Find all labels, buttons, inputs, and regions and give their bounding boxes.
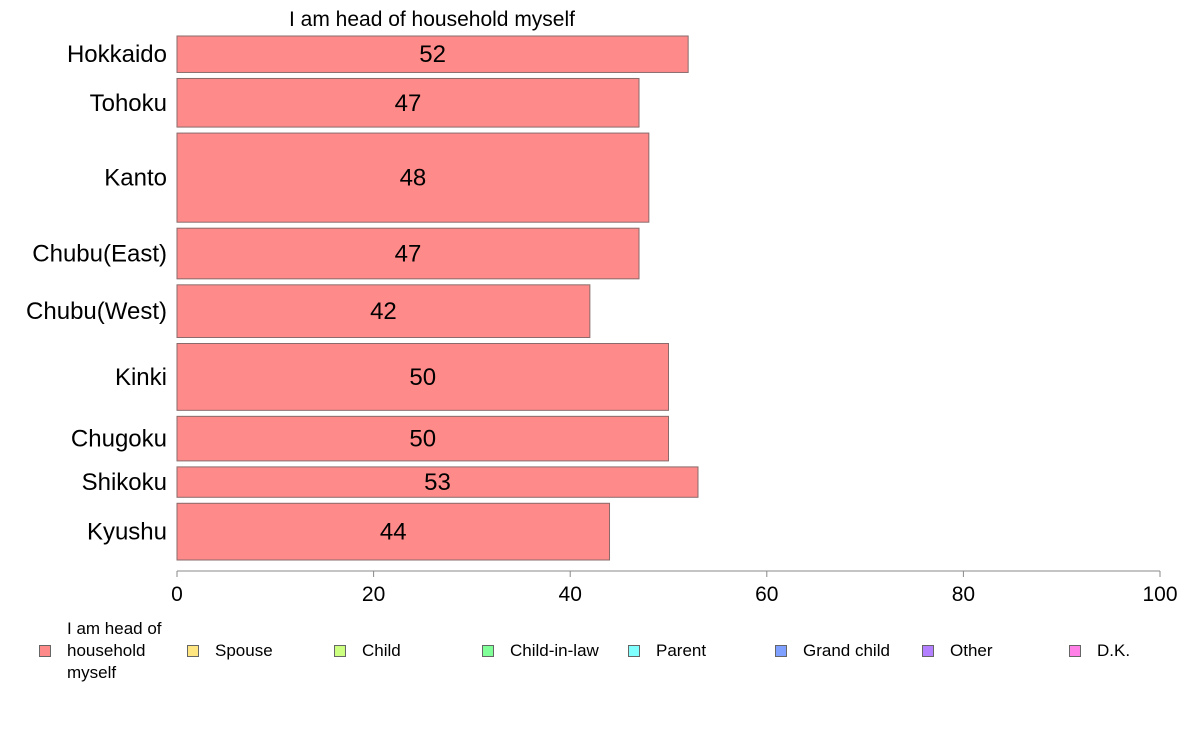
x-tick-label: 20	[362, 583, 385, 606]
data-label: 50	[409, 426, 436, 453]
x-tick-label: 80	[952, 583, 975, 606]
legend-item: D.K.	[1069, 618, 1130, 684]
legend-swatch	[39, 645, 51, 657]
bar-hokkaido	[176, 35, 689, 73]
bar-kinki	[176, 342, 669, 411]
legend-label: Child-in-law	[510, 641, 599, 660]
legend-swatch	[628, 645, 640, 657]
legend-item: Spouse	[187, 618, 273, 684]
legend-label: Parent	[656, 641, 707, 660]
data-label: 50	[409, 364, 436, 391]
legend-item: Other	[922, 618, 993, 684]
data-label: 47	[395, 241, 422, 268]
legend-swatch	[1069, 645, 1081, 657]
bar-shikoku	[176, 466, 699, 498]
data-label: 44	[380, 519, 407, 546]
x-tick-label: 40	[559, 583, 582, 606]
data-label: 47	[395, 90, 422, 117]
bar-kanto	[176, 132, 650, 223]
data-label: 48	[400, 165, 427, 192]
legend-swatch	[775, 645, 787, 657]
bar-tohoku	[176, 77, 640, 128]
category-label: Kanto	[104, 165, 167, 192]
legend-item: Child	[334, 618, 401, 684]
legend-swatch	[334, 645, 346, 657]
data-label: 42	[370, 298, 397, 325]
legend-label: Grand child	[803, 641, 890, 660]
category-label: Chubu(East)	[32, 241, 167, 268]
category-label: Kinki	[115, 364, 167, 391]
legend: I am head of household myself Spouse Child Ch…	[0, 618, 1188, 698]
legend-label: Other	[950, 641, 993, 660]
bar-chugoku	[176, 415, 669, 462]
legend-item: Parent	[628, 618, 706, 684]
bar-chubu-east-	[176, 227, 640, 280]
category-label: Chugoku	[71, 426, 167, 453]
category-label: Hokkaido	[67, 41, 167, 68]
legend-label: I am head of household myself	[67, 619, 162, 682]
category-label: Kyushu	[87, 519, 167, 546]
category-label: Shikoku	[82, 469, 167, 496]
x-tick-label: 100	[1142, 583, 1177, 606]
legend-swatch	[187, 645, 199, 657]
legend-label: D.K.	[1097, 641, 1131, 660]
category-label: Chubu(West)	[26, 298, 167, 325]
legend-swatch	[482, 645, 494, 657]
bar-kyushu	[176, 502, 611, 561]
category-label: Tohoku	[90, 90, 167, 117]
legend-item: I am head of household myself	[39, 618, 162, 684]
legend-swatch	[922, 645, 934, 657]
data-label: 52	[419, 41, 446, 68]
legend-item: Child-in-law	[482, 618, 599, 684]
x-tick-label: 60	[755, 583, 778, 606]
legend-item: Grand child	[775, 618, 890, 684]
data-label: 53	[424, 469, 451, 496]
bar-chubu-west-	[176, 284, 591, 338]
x-tick-label: 0	[171, 583, 183, 606]
chart-title: I am head of household myself	[289, 8, 575, 31]
legend-label: Child	[362, 641, 401, 660]
legend-label: Spouse	[215, 641, 273, 660]
